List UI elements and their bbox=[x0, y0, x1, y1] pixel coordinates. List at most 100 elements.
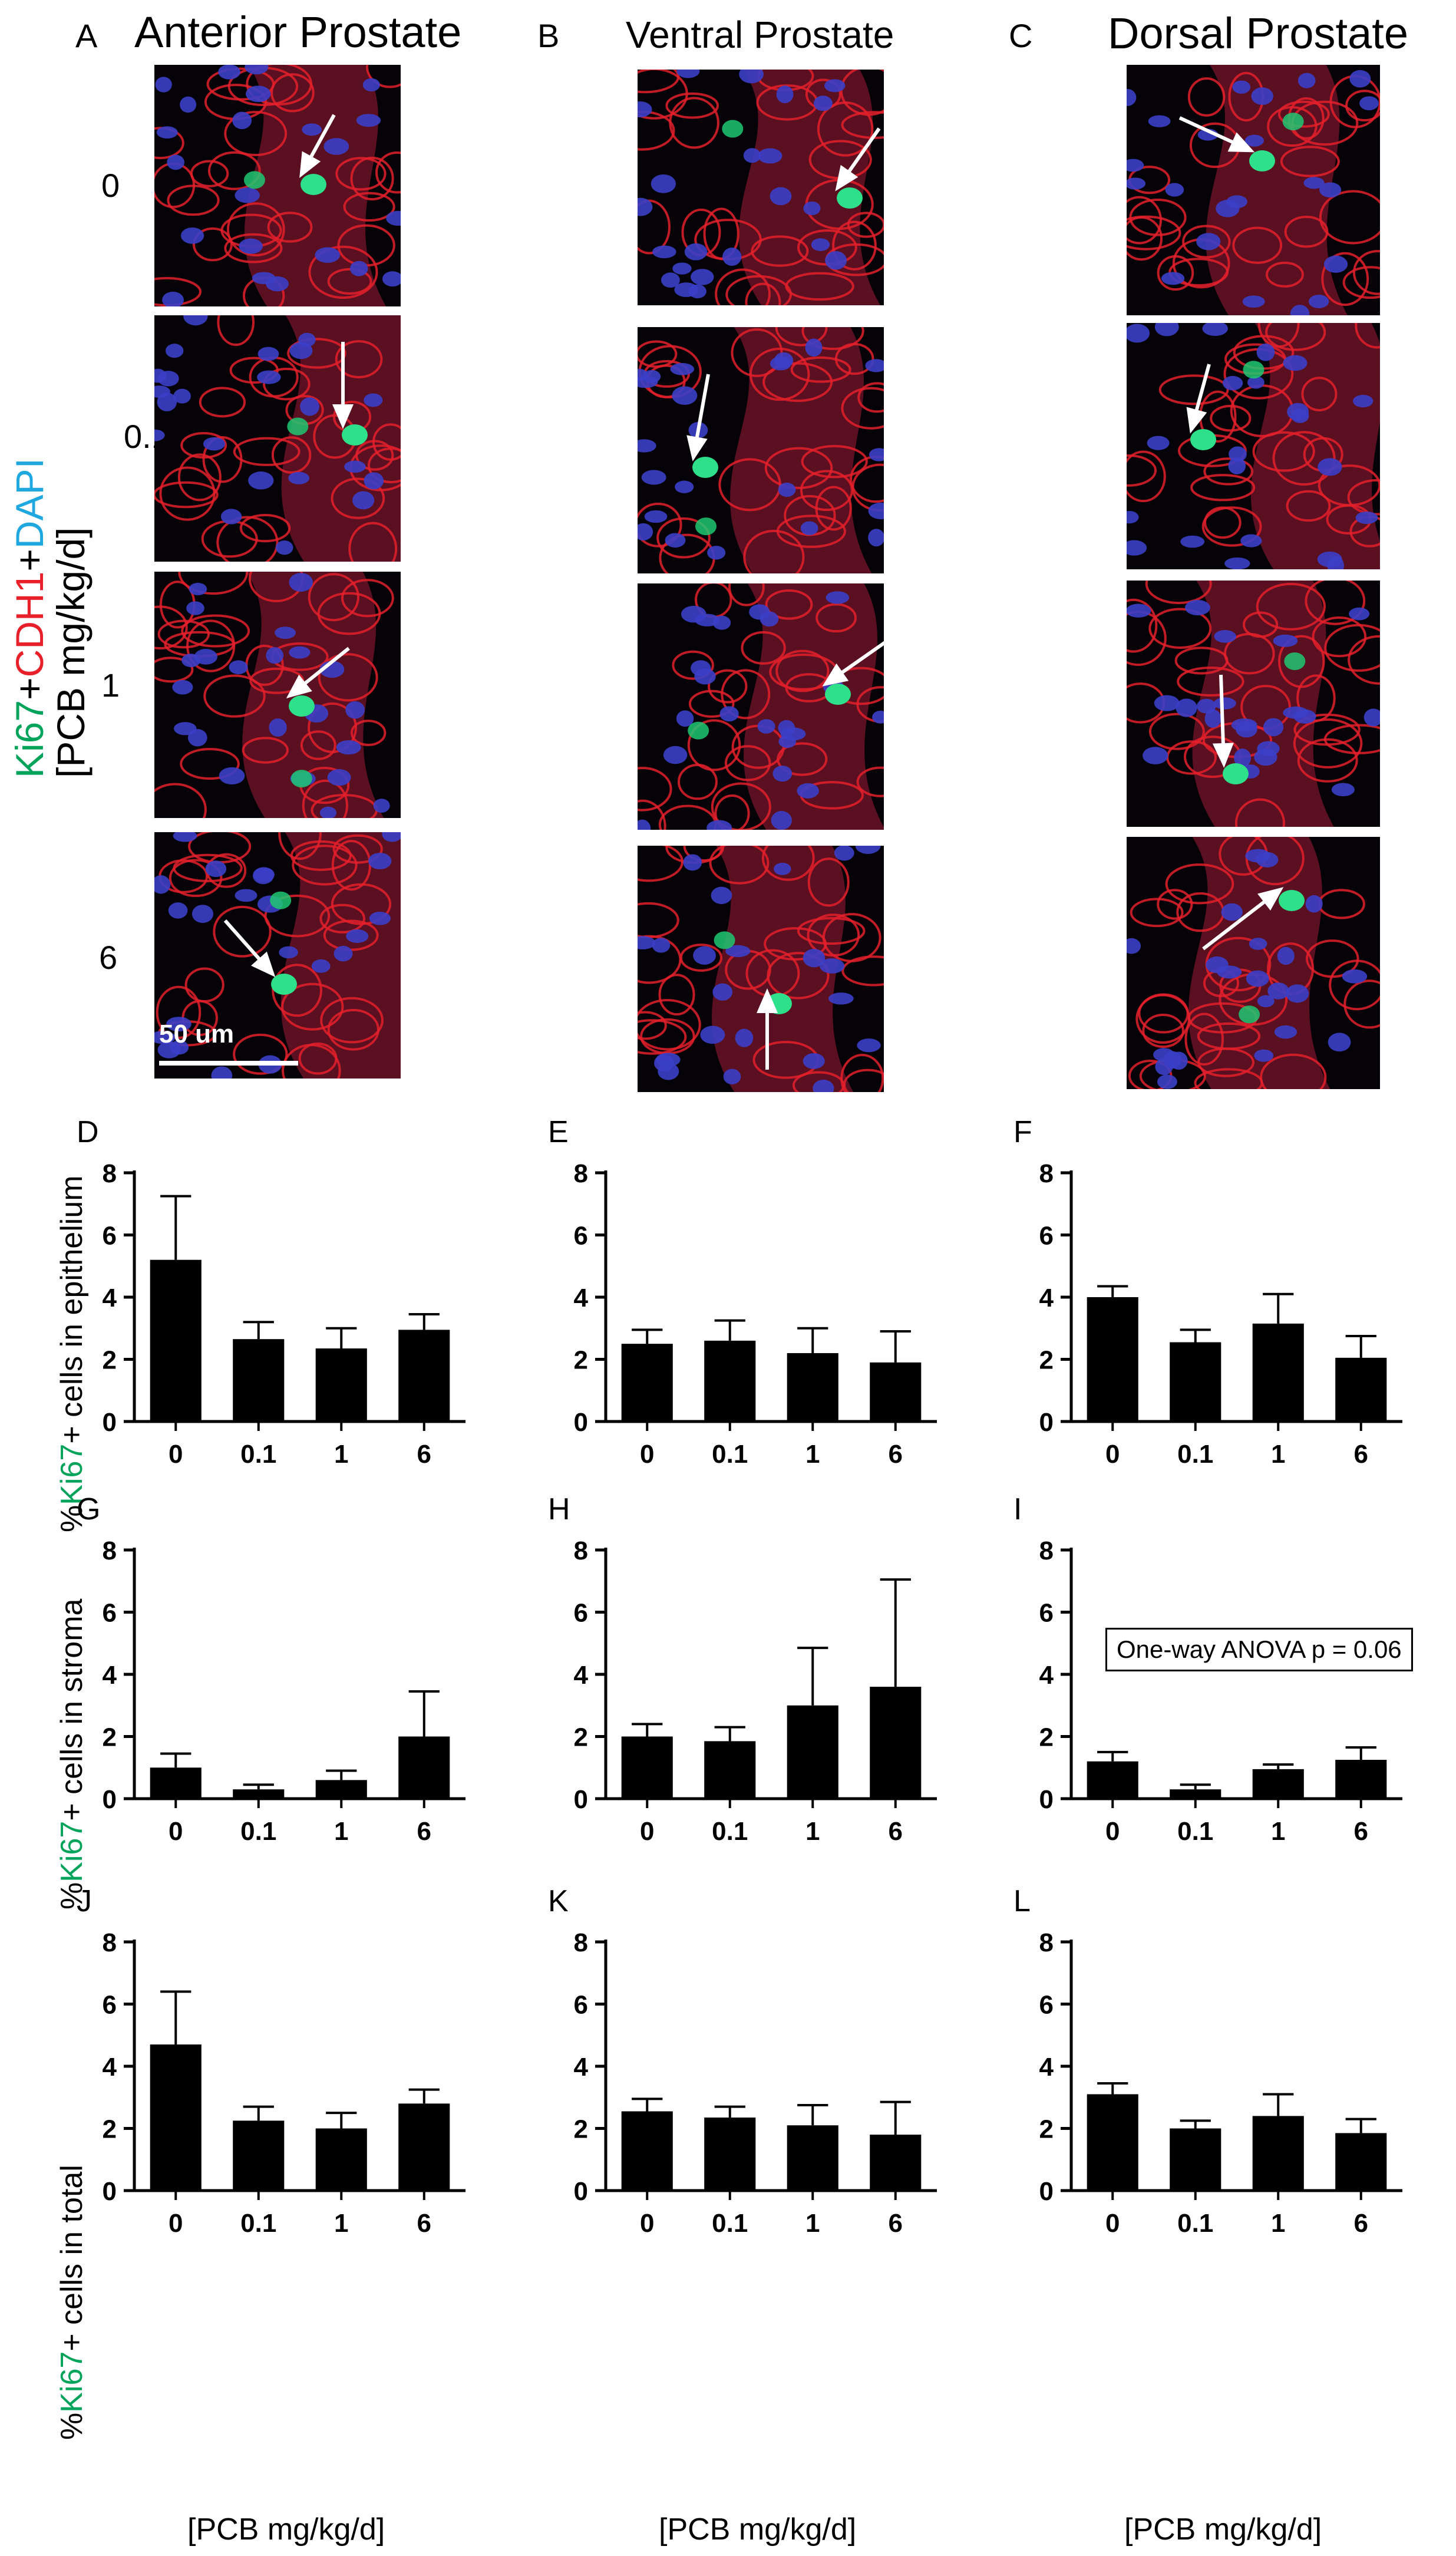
cdh1-membrane bbox=[226, 202, 285, 257]
cdh1-membrane bbox=[751, 235, 809, 267]
cdh1-membrane bbox=[184, 967, 224, 1003]
dapi-nucleus bbox=[641, 470, 666, 485]
dapi-nucleus bbox=[1305, 895, 1323, 913]
dapi-nucleus bbox=[719, 706, 739, 722]
dapi-nucleus bbox=[1283, 355, 1308, 371]
x-tick-label: 1 bbox=[334, 2209, 348, 2238]
cdh1-membrane bbox=[156, 985, 202, 1040]
cdh1-membrane bbox=[1194, 1068, 1263, 1089]
dapi-nucleus bbox=[1318, 458, 1342, 476]
ylabel-total-marker: Ki67 bbox=[55, 2351, 89, 2413]
y-tick-label: 0 bbox=[574, 1785, 588, 1814]
cdh1-membrane bbox=[343, 192, 395, 222]
cdh1-membrane bbox=[638, 902, 679, 939]
panel-letter: F bbox=[1013, 1115, 1032, 1149]
dapi-nucleus bbox=[1127, 88, 1137, 106]
bar-0 bbox=[621, 2111, 673, 2191]
cdh1-membrane bbox=[167, 184, 220, 216]
cdh1-membrane bbox=[688, 690, 735, 718]
cdh1-membrane bbox=[807, 858, 850, 907]
arrow-head-icon bbox=[286, 674, 312, 698]
cdh1-membrane bbox=[708, 669, 748, 704]
dapi-nucleus bbox=[269, 718, 287, 737]
tissue-band bbox=[1251, 323, 1380, 569]
bar-6 bbox=[398, 1330, 450, 1422]
y-tick-label: 6 bbox=[574, 1222, 588, 1251]
dapi-nucleus bbox=[1221, 903, 1243, 921]
dapi-nucleus bbox=[1232, 80, 1251, 94]
cdh1-membrane bbox=[638, 799, 666, 830]
ki67-positive-nucleus bbox=[688, 721, 709, 740]
y-tick-label: 0 bbox=[574, 1408, 588, 1437]
cdh1-membrane bbox=[1343, 979, 1380, 1029]
arrow-head-icon bbox=[250, 951, 276, 977]
bar-6 bbox=[870, 1687, 922, 1799]
cdh1-membrane bbox=[203, 674, 266, 718]
dapi-nucleus bbox=[1251, 87, 1273, 105]
dapi-nucleus bbox=[674, 282, 698, 298]
dapi-nucleus bbox=[166, 1017, 192, 1032]
ki67-positive-nucleus bbox=[289, 695, 315, 717]
dapi-nucleus bbox=[693, 946, 716, 965]
panel-letter: I bbox=[1013, 1492, 1022, 1526]
dapi-nucleus bbox=[1249, 938, 1267, 950]
chart-svg: L 0 2 4 6 8 0 0.1 1 6 bbox=[1013, 1884, 1402, 2238]
dapi-nucleus bbox=[203, 437, 226, 451]
bar-1 bbox=[315, 2128, 367, 2191]
cdh1-membrane bbox=[224, 233, 283, 263]
dapi-nucleus bbox=[638, 819, 651, 830]
cdh1-membrane bbox=[709, 846, 770, 885]
bar-chart-j: J 0 2 4 6 8 0 0.1 1 6 bbox=[65, 1877, 477, 2266]
bar-0 bbox=[150, 2044, 202, 2191]
anova-note: One-way ANOVA p = 0.06 bbox=[1105, 1628, 1413, 1671]
stain-dapi: DAPI bbox=[8, 458, 51, 549]
y-tick-label: 6 bbox=[574, 1991, 588, 2020]
panel-letter: K bbox=[548, 1884, 569, 1918]
scale-bar bbox=[159, 1061, 298, 1066]
ki67-positive-nucleus bbox=[1249, 150, 1275, 172]
dapi-nucleus bbox=[1319, 182, 1342, 198]
bar-0.1 bbox=[1170, 1342, 1221, 1422]
ki67-positive-nucleus bbox=[271, 974, 297, 995]
dapi-nucleus bbox=[1246, 970, 1269, 987]
cdh1-membrane bbox=[1272, 431, 1336, 486]
y-tick-label: 2 bbox=[574, 1346, 588, 1375]
dapi-nucleus bbox=[834, 846, 854, 861]
cdh1-membrane bbox=[233, 1033, 288, 1075]
ki67-positive-nucleus bbox=[837, 187, 863, 209]
cdh1-membrane bbox=[1210, 404, 1252, 432]
dapi-nucleus bbox=[289, 573, 313, 592]
cdh1-membrane bbox=[341, 579, 394, 618]
cdh1-membrane bbox=[743, 529, 805, 573]
cdh1-membrane bbox=[832, 220, 877, 271]
cdh1-membrane bbox=[1342, 266, 1380, 299]
cdh1-membrane bbox=[331, 883, 392, 925]
dapi-nucleus bbox=[253, 867, 274, 885]
x-tick-label: 6 bbox=[1354, 1440, 1368, 1469]
dapi-nucleus bbox=[638, 101, 652, 118]
cdh1-membrane bbox=[1203, 457, 1254, 486]
cdh1-membrane bbox=[1293, 718, 1363, 769]
dose-label-6: 6 bbox=[99, 939, 118, 976]
cdh1-membrane bbox=[192, 227, 233, 262]
dapi-nucleus bbox=[1245, 849, 1271, 863]
y-tick-label: 0 bbox=[1039, 1785, 1054, 1814]
stain-legend: Ki67+CDH1+DAPI [PCB mg/kg/d] bbox=[7, 365, 131, 778]
cdh1-membrane bbox=[856, 766, 884, 797]
bar-chart-f: F 0 2 4 6 8 0 0.1 1 6 bbox=[1002, 1108, 1414, 1497]
dapi-nucleus bbox=[219, 767, 245, 784]
cdh1-membrane bbox=[1265, 323, 1326, 351]
cdh1-membrane bbox=[801, 444, 868, 479]
cdh1-membrane bbox=[319, 903, 365, 934]
cdh1-membrane bbox=[1157, 255, 1194, 291]
arrow-head-icon bbox=[822, 663, 849, 687]
cdh1-membrane bbox=[350, 156, 394, 201]
panel-letter-a: A bbox=[75, 17, 98, 54]
dapi-nucleus bbox=[676, 70, 700, 78]
cdh1-membrane bbox=[1278, 635, 1325, 688]
chart-svg: H 0 2 4 6 8 0 0.1 1 6 bbox=[548, 1492, 937, 1846]
bar-0.1 bbox=[704, 2118, 756, 2191]
cdh1-membrane bbox=[233, 437, 301, 466]
dapi-nucleus bbox=[1247, 375, 1264, 389]
cdh1-membrane bbox=[270, 73, 315, 113]
